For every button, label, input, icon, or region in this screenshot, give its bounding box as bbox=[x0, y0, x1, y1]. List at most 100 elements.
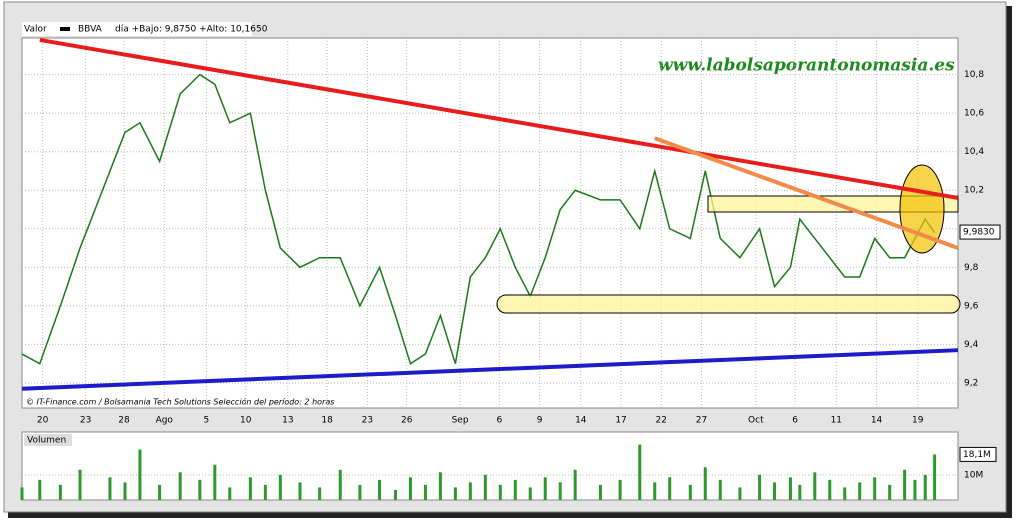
volume-bar bbox=[393, 489, 397, 500]
support-zone bbox=[496, 294, 961, 314]
volume-bar bbox=[558, 482, 562, 500]
volume-bar bbox=[58, 484, 62, 500]
volume-bar bbox=[923, 474, 927, 500]
volume-bar bbox=[228, 487, 232, 500]
volume-bar bbox=[513, 479, 517, 500]
volume-bar bbox=[618, 479, 622, 500]
y-tick-label: 10,2 bbox=[964, 186, 984, 196]
x-tick-label: 28 bbox=[118, 416, 130, 426]
watermark: www.labolsaporantonomasia.es bbox=[658, 56, 955, 76]
x-tick-label: 6 bbox=[792, 416, 798, 426]
volume-bar bbox=[178, 472, 182, 500]
volume-bar bbox=[263, 484, 267, 500]
volume-bar bbox=[213, 464, 217, 500]
x-tick-label: 26 bbox=[401, 416, 413, 426]
price-plot bbox=[21, 37, 959, 409]
volume-bar bbox=[813, 472, 817, 500]
volume-bar bbox=[528, 487, 532, 500]
volume-bar bbox=[78, 469, 82, 500]
volume-bar bbox=[158, 484, 162, 500]
volume-bar bbox=[758, 474, 762, 500]
volume-bar bbox=[543, 477, 547, 500]
x-tick-label: 13 bbox=[282, 416, 293, 426]
volume-bar bbox=[843, 487, 847, 500]
y-tick-label: 9,8 bbox=[964, 263, 979, 273]
x-tick-label: Ago bbox=[156, 416, 174, 426]
volume-bar bbox=[498, 484, 502, 500]
volume-bar bbox=[668, 477, 672, 500]
x-tick-label: 19 bbox=[912, 416, 924, 426]
volume-bar bbox=[338, 469, 342, 500]
x-tick-label: 14 bbox=[871, 416, 883, 426]
x-tick-label: Oct bbox=[748, 416, 764, 426]
volume-bar bbox=[423, 484, 427, 500]
volume-bar bbox=[408, 477, 412, 500]
volume-bar bbox=[933, 454, 937, 500]
volume-plot bbox=[21, 431, 959, 501]
volume-bar bbox=[248, 477, 252, 500]
x-tick-label: 27 bbox=[696, 416, 707, 426]
volume-bar bbox=[913, 479, 917, 500]
volume-bar bbox=[703, 467, 707, 500]
last-volume-label: 18,1M bbox=[963, 450, 991, 460]
x-tick-label: 10 bbox=[240, 416, 252, 426]
volume-bar bbox=[598, 484, 602, 500]
y-tick-label: 10,4 bbox=[964, 147, 984, 157]
y-tick-label: 9,6 bbox=[964, 301, 979, 311]
volume-bar bbox=[873, 477, 877, 500]
volume-bar bbox=[798, 484, 802, 500]
trendline bbox=[39, 37, 959, 200]
x-tick-label: Sep bbox=[452, 416, 469, 426]
volume-label-box bbox=[24, 434, 72, 446]
volume-bar bbox=[38, 479, 42, 500]
volume-bar bbox=[468, 482, 472, 500]
y-tick-label: 10M bbox=[964, 470, 983, 480]
y-tick-label: 10,8 bbox=[964, 70, 984, 80]
y-tick-label: 9,2 bbox=[964, 378, 978, 388]
header-symbol: BBVA bbox=[78, 25, 103, 35]
header-range: día +Bajo: 9,8750 +Alto: 10,1650 bbox=[115, 25, 268, 35]
header-box bbox=[22, 22, 252, 36]
last-value-label: 9,9830 bbox=[963, 228, 995, 238]
volume-bar bbox=[438, 472, 442, 500]
volume-bar bbox=[688, 484, 692, 500]
volume-bar bbox=[738, 487, 742, 500]
x-tick-label: 18 bbox=[321, 416, 333, 426]
x-tick-label: 17 bbox=[615, 416, 626, 426]
trendline bbox=[654, 136, 959, 250]
volume-bar bbox=[788, 477, 792, 500]
legend-swatch bbox=[60, 27, 70, 31]
last-value-box bbox=[959, 224, 1001, 240]
volume-bar bbox=[718, 479, 722, 500]
footer: © IT-Finance.com / Bolsamania Tech Solut… bbox=[26, 397, 334, 407]
volume-bar bbox=[653, 482, 657, 500]
volume-bar bbox=[828, 479, 832, 500]
volume-bar bbox=[278, 474, 282, 500]
x-tick-label: 23 bbox=[80, 416, 91, 426]
x-tick-label: 5 bbox=[204, 416, 210, 426]
volume-bar bbox=[453, 487, 457, 500]
volume-bar bbox=[198, 479, 202, 500]
overlay-layer: 9,29,49,69,810,010,210,410,610,8202328Ag… bbox=[21, 37, 1001, 480]
price-line bbox=[21, 73, 936, 365]
x-tick-label: 14 bbox=[575, 416, 587, 426]
volume-bar bbox=[903, 469, 907, 500]
volume-bar bbox=[378, 479, 382, 500]
volume-bar bbox=[108, 477, 112, 500]
x-tick-label: 9 bbox=[537, 416, 543, 426]
volume-bar bbox=[638, 444, 642, 500]
x-tick-label: 6 bbox=[496, 416, 502, 426]
volume-bar bbox=[773, 482, 777, 500]
volume-bar bbox=[298, 482, 302, 500]
y-tick-label: 9,4 bbox=[964, 340, 979, 350]
header-label: Valor bbox=[24, 25, 47, 35]
volume-bar bbox=[138, 449, 142, 500]
volume-bar bbox=[358, 484, 362, 500]
volume-bar bbox=[888, 484, 892, 500]
x-tick-label: 22 bbox=[656, 416, 667, 426]
trendline bbox=[21, 348, 959, 391]
volume-bar bbox=[318, 487, 322, 500]
volume-bar bbox=[573, 469, 577, 500]
last-volume-box bbox=[959, 446, 997, 462]
x-tick-label: 20 bbox=[37, 416, 49, 426]
